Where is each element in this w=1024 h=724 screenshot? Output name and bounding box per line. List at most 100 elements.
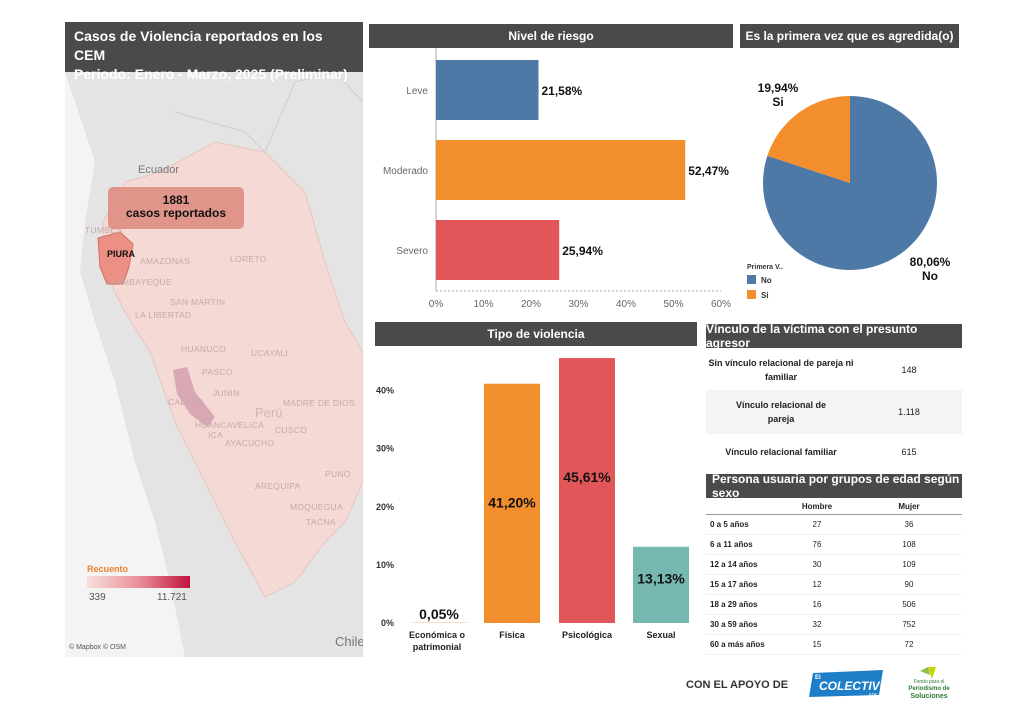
risk-bar[interactable] xyxy=(436,220,560,280)
age-row: 18 a 29 años 16 506 xyxy=(706,595,962,615)
relationship-value: 148 xyxy=(901,365,917,375)
risk-data-label: 52,47% xyxy=(688,164,729,178)
piura-label: PIURA xyxy=(107,249,136,259)
piura-region-shape xyxy=(97,231,134,285)
age-row: 30 a 59 años 32 752 xyxy=(706,615,962,635)
age-mujer: 506 xyxy=(902,600,916,609)
pie-category-label: No xyxy=(922,269,938,283)
support-text: CON EL APOYO DE xyxy=(686,679,789,691)
age-mujer: 90 xyxy=(904,580,914,589)
risk-category-label: Moderado xyxy=(383,166,428,177)
age-hombre: 32 xyxy=(812,620,822,629)
age-label: 6 a 11 años xyxy=(710,540,753,549)
col-hombre: Hombre xyxy=(801,502,833,511)
relationship-row: Sin vínculo relacional de pareja ni fami… xyxy=(706,350,962,390)
lima-region-shape xyxy=(173,367,215,427)
tipo-category-label: patrimonial xyxy=(413,642,462,652)
tipo-data-label: 45,61% xyxy=(563,469,611,485)
age-hombre: 30 xyxy=(812,560,822,569)
region-label-cusco: CUSCO xyxy=(275,425,308,435)
age-hombre: 15 xyxy=(812,640,822,649)
age-row: 60 a más años 15 72 xyxy=(706,635,962,655)
age-label: 0 a 5 años xyxy=(710,520,749,529)
risk-bar[interactable] xyxy=(436,60,539,120)
tipo-bar[interactable] xyxy=(633,546,689,623)
age-hombre: 12 xyxy=(812,580,822,589)
risk-chart-header: Nivel de riesgo xyxy=(369,24,733,48)
age-mujer: 752 xyxy=(902,620,916,629)
age-row: 0 a 5 años 27 36 xyxy=(706,515,962,535)
map-title-line2: Periodo: Enero - Marzo, 2025 (Preliminar… xyxy=(74,66,348,82)
svg-text:Fondo para el: Fondo para el xyxy=(914,679,945,685)
logo1-main: COLECTIVO xyxy=(819,679,887,693)
age-table: Hombre Mujer 0 a 5 años 27 36 6 a 11 años 7… xyxy=(706,499,962,655)
risk-bar-chart[interactable]: Leve 21,58% Moderado 52,47% Severo 25,94% 0% 10… xyxy=(369,48,733,318)
violence-type-chart-header: Tipo de violencia xyxy=(375,322,697,346)
legend-min: 339 xyxy=(89,592,106,603)
risk-bar[interactable] xyxy=(436,140,686,200)
risk-category-label: Leve xyxy=(406,86,428,97)
age-row: 15 a 17 años 12 90 xyxy=(706,575,962,595)
risk-data-label: 21,58% xyxy=(542,84,583,98)
violence-type-bar-chart[interactable]: 0% 10% 20% 30% 40% 0,05% Económica o patrimonia… xyxy=(369,346,704,656)
pie-legend-title: Primera V.. xyxy=(747,264,783,271)
map-attribution[interactable]: © Mapbox © OSM xyxy=(69,644,126,651)
pie-data-label: 80,06% xyxy=(910,255,951,269)
pie-legend-label: No xyxy=(761,276,772,285)
relationship-value: 1.118 xyxy=(898,407,920,417)
age-hombre: 27 xyxy=(812,520,822,529)
callout-count: 1881 xyxy=(162,193,190,207)
tipo-bar[interactable] xyxy=(484,383,540,623)
callout-text: casos reportados xyxy=(125,206,227,220)
country-label-peru: Perú xyxy=(255,405,283,420)
region-label-madre-de-dios: MADRE DE DIOS xyxy=(283,398,355,408)
region-label-pasco: PASCO xyxy=(202,367,233,377)
pie-legend-swatch xyxy=(747,275,756,284)
region-label-ica: ICA xyxy=(208,430,224,440)
region-label-puno: PUNO xyxy=(325,469,351,479)
tipo-data-label: 41,20% xyxy=(488,495,536,511)
region-label-lambayeque: LAMBAYEQUE xyxy=(111,277,172,287)
region-label-san-martin: SAN MARTIN xyxy=(170,297,226,307)
pie-category-label: Si xyxy=(772,95,783,109)
el-colectivo-logo: El COLECTIVO 506 xyxy=(809,670,887,699)
tipo-y-tick-label: 0% xyxy=(381,618,394,628)
relationship-value: 615 xyxy=(901,447,917,457)
logo1-sub: 506 xyxy=(869,693,878,699)
age-hombre: 16 xyxy=(812,600,822,609)
region-label-moquegua: MOQUEGUA xyxy=(290,502,343,512)
age-mujer: 108 xyxy=(902,540,916,549)
pie-legend-swatch xyxy=(747,290,756,299)
region-label-ayacucho: AYACUCHO xyxy=(225,438,275,448)
risk-x-tick-label: 10% xyxy=(473,299,493,310)
pie-slice-si[interactable] xyxy=(767,96,850,183)
region-label-loreto: LORETO xyxy=(230,254,267,264)
relationship-label: Sin vínculo relacional de pareja ni fami… xyxy=(708,358,854,382)
region-label-junin: JUNIN xyxy=(213,388,240,398)
tipo-bar[interactable] xyxy=(559,358,615,623)
tipo-category-label: Psicológica xyxy=(562,630,613,640)
age-row: 12 a 14 años 30 109 xyxy=(706,555,962,575)
peru-region-shape xyxy=(102,141,363,598)
relationship-label: Vínculo relacional familiar xyxy=(725,447,837,457)
legend-color-scale xyxy=(87,576,190,588)
relationship-table-header: Vínculo de la víctima con el presunto ag… xyxy=(706,322,962,350)
relationship-row: Vínculo relacional de pareja 1.118 xyxy=(706,390,962,434)
region-label-tumbes: TUMBES xyxy=(85,225,123,235)
tipo-category-label: Sexual xyxy=(646,630,675,640)
pie-data-label: 19,94% xyxy=(758,81,799,95)
solutions-journalism-fund-logo: Fondo para el Periodismo de Soluciones xyxy=(908,667,950,700)
risk-category-label: Severo xyxy=(396,246,428,257)
age-label: 12 a 14 años xyxy=(710,560,758,569)
pie-legend-label: Si xyxy=(761,291,769,300)
map-title: Casos de Violencia reportados en los CEM… xyxy=(65,22,363,82)
tipo-y-tick-label: 10% xyxy=(376,560,394,570)
peru-map[interactable] xyxy=(65,22,363,657)
age-table-head: Hombre Mujer xyxy=(706,499,962,515)
age-row: 6 a 11 años 76 108 xyxy=(706,535,962,555)
tipo-data-label: 13,13% xyxy=(637,571,685,587)
risk-x-tick-label: 40% xyxy=(616,299,636,310)
tipo-category-label: Económica o xyxy=(409,630,466,640)
age-mujer: 36 xyxy=(904,520,914,529)
